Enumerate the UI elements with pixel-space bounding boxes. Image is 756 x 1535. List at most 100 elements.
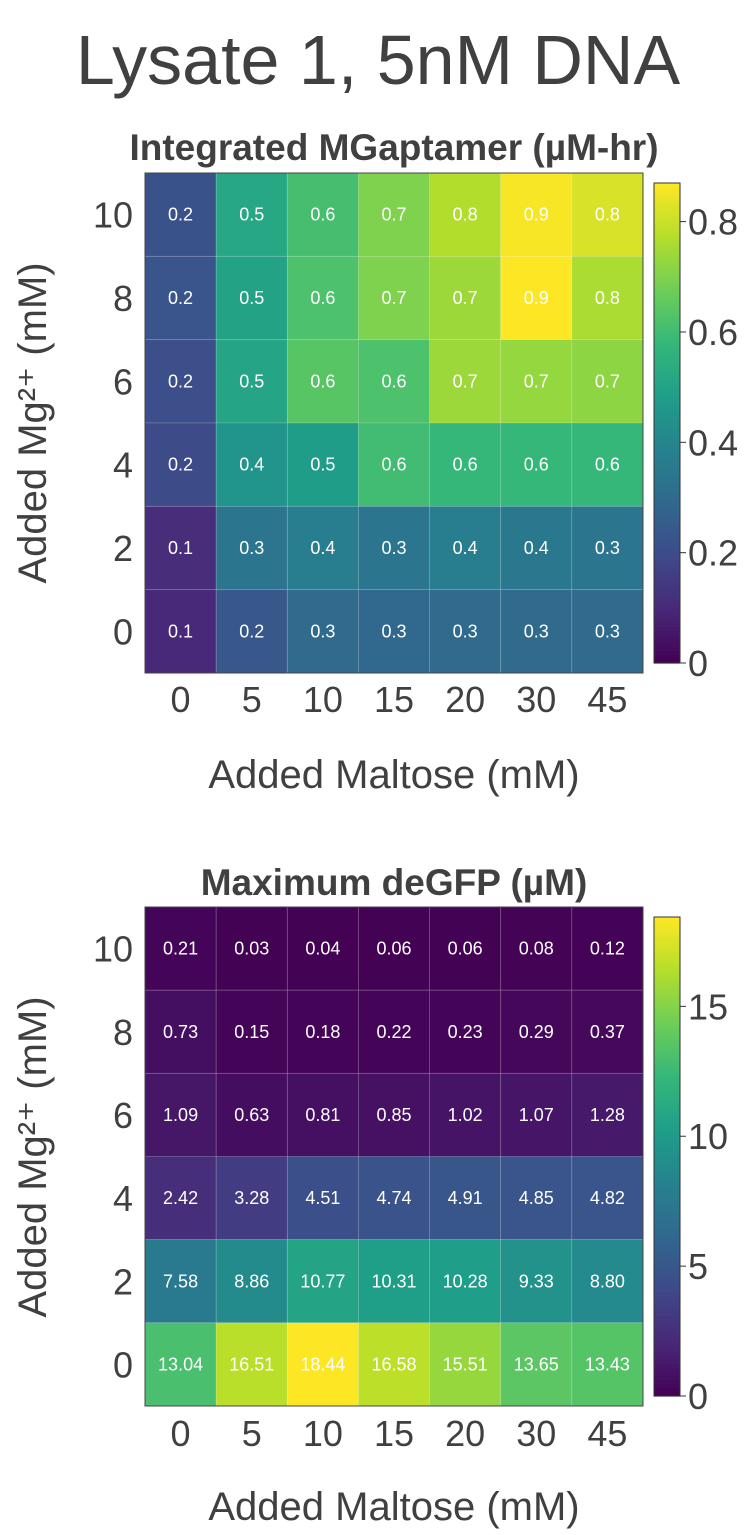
heatmap-cell [500,1156,573,1241]
cell-value-label: 3.28 [234,1188,269,1208]
colorbar-slice [654,1020,680,1026]
colorbar-slice [654,1376,680,1381]
colorbar-slice [654,1336,680,1341]
heatmap-cell [500,255,573,341]
colorbar-slice [654,399,680,404]
colorbar-tick-label: 0 [688,643,708,684]
cell-value-label: 0.08 [519,939,554,959]
colorbar-slice [654,1072,680,1078]
colorbar-slice [654,439,680,444]
heatmap-cell [215,589,288,674]
cell-value-label: 0.3 [381,621,406,641]
colorbar-tick-label: 0.4 [688,422,738,463]
colorbar-slice [654,1112,680,1118]
heatmap-cell [429,1322,502,1407]
colorbar-slice [654,323,680,328]
colorbar-slice [654,1328,680,1333]
plot-frame [144,172,644,674]
colorbar-slice [654,231,680,236]
colorbar-slice [654,527,680,532]
colorbar-slice [654,283,680,288]
heatmap-cell [429,172,502,257]
colorbar-slice [654,203,680,208]
colorbar-slice [654,1212,680,1217]
colorbar-slice [654,1348,680,1353]
cell-value-label: 1.02 [448,1105,483,1125]
colorbar-slice [654,1300,680,1305]
heatmap-integrated-mgaptamer: Integrated MGaptamer (µM-hr) 0.2 0.5 0.6 0.7… [11,127,738,797]
colorbar-slice [654,235,680,240]
heatmap-cell [358,339,430,424]
colorbar-slice [654,1084,680,1090]
cell-value-label: 0.2 [168,455,193,475]
cell-value-label: 4.85 [519,1188,554,1208]
x-tick-label: 15 [374,679,414,720]
y-tick-label: 8 [113,278,133,319]
colorbar-slice [654,295,680,300]
y-tick-label: 0 [113,1344,133,1385]
colorbar-slice [654,547,680,552]
cell-value-label: 0.7 [453,371,478,391]
plot-frame [144,906,644,1407]
cell-value-label: 0.15 [234,1022,269,1042]
colorbar-slice [654,591,680,596]
colorbar-slice [654,367,680,372]
colorbar-slice [654,619,680,624]
heatmap-cell [144,1156,217,1241]
colorbar-slice [654,1204,680,1209]
colorbar-slice [654,575,680,580]
colorbar-slice [654,1356,680,1361]
colorbar-slice [654,1144,680,1150]
heatmap-cell [358,1239,430,1324]
cell-value-label: 4.91 [448,1188,483,1208]
colorbar-slice [654,1068,680,1074]
cell-value-label: 0.3 [453,621,478,641]
colorbar-slice [654,936,680,942]
cell-value-label: 0.3 [524,621,549,641]
cell-value-label: 2.42 [163,1188,198,1208]
colorbar-tick-label: 0 [688,1376,708,1417]
cell-value-label: 0.2 [168,205,193,225]
heatmap-cell [144,906,217,991]
heatmap-cell [429,989,502,1074]
colorbar-slice [654,395,680,400]
colorbar-slice [654,335,680,340]
cell-value-label: 0.4 [239,455,264,475]
colorbar-slice [654,1332,680,1337]
cell-value-label: 0.85 [376,1105,411,1125]
colorbar-slice [654,972,680,978]
colorbar-slice [654,1252,680,1257]
colorbar-slice [654,1200,680,1205]
cell-value-label: 0.8 [595,288,620,308]
colorbar-slice [654,1228,680,1233]
colorbar-slice [654,519,680,524]
heatmap-cell [286,589,359,674]
colorbar-slice [654,1140,680,1146]
colorbar-slice [654,239,680,244]
colorbar-slice [654,1120,680,1126]
y-tick-label: 6 [113,1095,133,1136]
heatmap-cell [286,1322,359,1407]
cell-value-label: 0.12 [590,939,625,959]
colorbar-slice [654,1000,680,1006]
colorbar-slice [654,423,680,428]
cell-value-label: 0.6 [381,455,406,475]
colorbar-slice [654,1028,680,1034]
heatmap-cell [571,339,644,424]
colorbar-slice [654,1132,680,1138]
heatmap-cell [429,906,502,991]
cell-value-label: 13.65 [514,1354,559,1374]
colorbar-slice [654,1316,680,1321]
colorbar-slice [654,1208,680,1213]
colorbar-slice [654,1128,680,1134]
colorbar-slice [654,531,680,536]
colorbar-slice [654,543,680,548]
colorbar-slice [654,984,680,990]
colorbar-slice [654,259,680,264]
colorbar-slice [654,263,680,268]
heatmap-cell [500,339,573,424]
cell-value-label: 0.7 [453,288,478,308]
colorbar-slice [654,1156,680,1162]
colorbar-slice [654,387,680,392]
cell-value-label: 0.3 [310,621,335,641]
